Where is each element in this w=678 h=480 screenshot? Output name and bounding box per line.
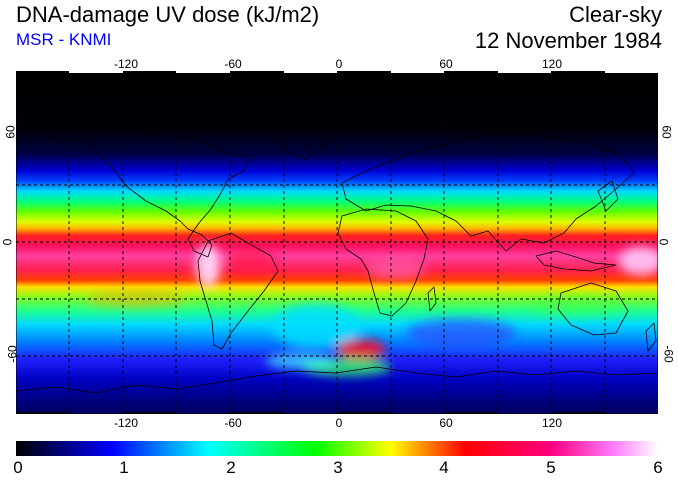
- lon-tick-top-120: 120: [541, 57, 563, 71]
- lon-tick-bottom-60: 60: [439, 416, 453, 430]
- lon-tick-bottom-minus120: -120: [113, 416, 139, 430]
- lon-tick-bottom-minus60: -60: [224, 416, 242, 430]
- colorbar-label-4: 4: [439, 458, 449, 477]
- graticule: [16, 71, 658, 414]
- colorbar-label-1: 1: [119, 458, 129, 477]
- lon-tick-top-minus120: -120: [113, 57, 139, 71]
- lat-tick-left-0: 0: [0, 238, 15, 246]
- lon-tick-bottom-120: 120: [541, 416, 563, 430]
- japan-coast: [597, 180, 619, 212]
- australia-coast: [557, 282, 629, 336]
- lon-tick-top-minus60: -60: [224, 57, 242, 71]
- lon-tick-bottom-0: 0: [335, 416, 343, 430]
- lon-tick-top-60: 60: [439, 57, 453, 71]
- colorbar-label-2: 2: [226, 458, 236, 477]
- colorbar-gradient: [16, 441, 658, 456]
- colorbar-label-0: 0: [13, 458, 23, 477]
- colorbar-label-5: 5: [546, 458, 556, 477]
- south-america-coast: [197, 232, 279, 350]
- map-frame: [16, 71, 658, 414]
- sky-condition-label: Clear-sky: [569, 2, 662, 27]
- indonesia-coast: [535, 250, 617, 272]
- uv-regional-features: [86, 244, 658, 376]
- source-label: MSR - KNMI: [16, 30, 112, 49]
- date-label: 12 November 1984: [474, 28, 662, 53]
- lat-tick-right-60: 60: [659, 125, 674, 139]
- colorbar: [16, 441, 658, 456]
- new-zealand-coast: [645, 322, 657, 352]
- lat-tick-right-0: 0: [656, 238, 671, 246]
- coastlines: [16, 114, 658, 394]
- greenland-coast: [270, 114, 345, 160]
- colorbar-label-3: 3: [333, 458, 343, 477]
- madagascar-coast: [427, 286, 437, 312]
- colorbar-label-6: 6: [653, 458, 663, 477]
- lon-tick-top-0: 0: [335, 57, 343, 71]
- lat-tick-right-minus60: -60: [661, 345, 676, 363]
- africa-coast: [337, 208, 429, 317]
- uv-dose-world-map: [16, 71, 658, 414]
- antarctica-coast: [16, 366, 658, 394]
- map-title: DNA-damage UV dose (kJ/m2): [16, 2, 320, 27]
- north-america-coast: [45, 125, 252, 258]
- eurasia-coast: [341, 132, 635, 252]
